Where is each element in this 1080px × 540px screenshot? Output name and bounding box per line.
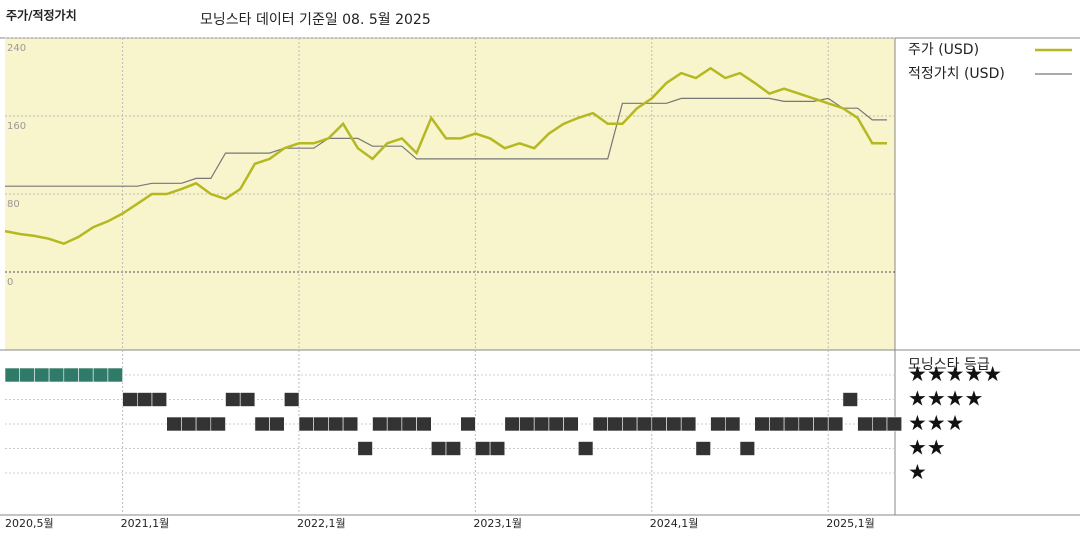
rating-mark [857,416,873,432]
rating-mark [401,416,417,432]
rating-mark [313,416,329,432]
y-tick-label: 80 [7,199,20,210]
rating-label: ★ [908,460,927,484]
rating-mark [210,416,226,432]
rating-mark [372,416,388,432]
series-line [5,97,887,187]
rating-mark [592,416,608,432]
x-tick-label: 2025,1월 [826,517,875,530]
rating-title: 모닝스타 등급 [908,357,990,373]
rating-mark [827,416,844,432]
rating-mark [886,416,902,432]
rating-mark [475,441,491,456]
rating-mark [519,416,535,432]
rating-mark [342,416,359,432]
x-tick-label: 2023,1월 [473,517,522,530]
rating-mark [122,392,138,407]
rating-mark [489,441,506,456]
rating-mark [666,416,682,432]
rating-mark [607,416,623,432]
rating-mark [504,416,520,432]
rating-mark [460,416,476,432]
rating-mark [695,441,711,456]
rating-mark [283,392,300,407]
chart-subtitle: 모닝스타 데이터 기준일 08. 5월 2025 [200,12,431,28]
rating-mark [445,441,461,456]
rating-mark [533,416,550,432]
x-tick-label: 2020,5월 [5,517,54,530]
rating-mark [181,416,197,432]
rating-mark [34,367,50,383]
rating-mark [195,416,212,432]
rating-mark [4,367,20,383]
rating-label: ★★★ [908,411,964,435]
rating-mark [783,416,800,432]
x-tick-label: 2022,1월 [297,517,346,530]
rating-mark [78,367,94,383]
rating-mark [225,392,241,407]
rating-mark [548,416,564,432]
chart-title: 주가/적정가치 [6,8,77,23]
rating-mark [754,416,770,432]
rating-mark [430,441,447,456]
rating-mark [680,416,697,432]
y-tick-label: 0 [7,277,13,288]
rating-mark [239,392,256,407]
rating-mark [769,416,785,432]
x-tick-label: 2021,1월 [121,517,170,530]
rating-label: ★★ [908,436,946,460]
rating-mark [63,367,79,383]
rating-mark [842,392,858,407]
rating-mark [651,416,667,432]
rating-mark [710,416,726,432]
rating-mark [19,367,35,383]
y-tick-label: 240 [7,43,26,54]
rating-mark [871,416,888,432]
rating-mark [107,367,123,383]
rating-mark [48,367,65,383]
rating-mark [298,416,314,432]
rating-mark [92,367,109,383]
rating-mark [269,416,285,432]
rating-mark [739,441,755,456]
rating-mark [357,441,373,456]
rating-mark [166,416,182,432]
rating-mark [813,416,829,432]
rating-mark [386,416,403,432]
rating-mark [416,416,432,432]
series-line [4,66,887,246]
x-tick-label: 2024,1월 [650,517,699,530]
rating-mark [254,416,270,432]
legend-label: 적정가치 (USD) [908,66,1005,82]
rating-mark [563,416,579,432]
rating-mark [724,416,741,432]
rating-label: ★★★★★ [908,362,1002,386]
rating-mark [798,416,814,432]
rating-mark [151,392,167,407]
rating-mark [137,392,153,407]
rating-label: ★★★★ [908,387,983,411]
y-tick-label: 160 [7,121,26,132]
rating-mark [622,416,638,432]
rating-mark [636,416,653,432]
rating-mark [577,441,594,456]
legend-label: 주가 (USD) [908,42,979,58]
rating-mark [328,416,344,432]
